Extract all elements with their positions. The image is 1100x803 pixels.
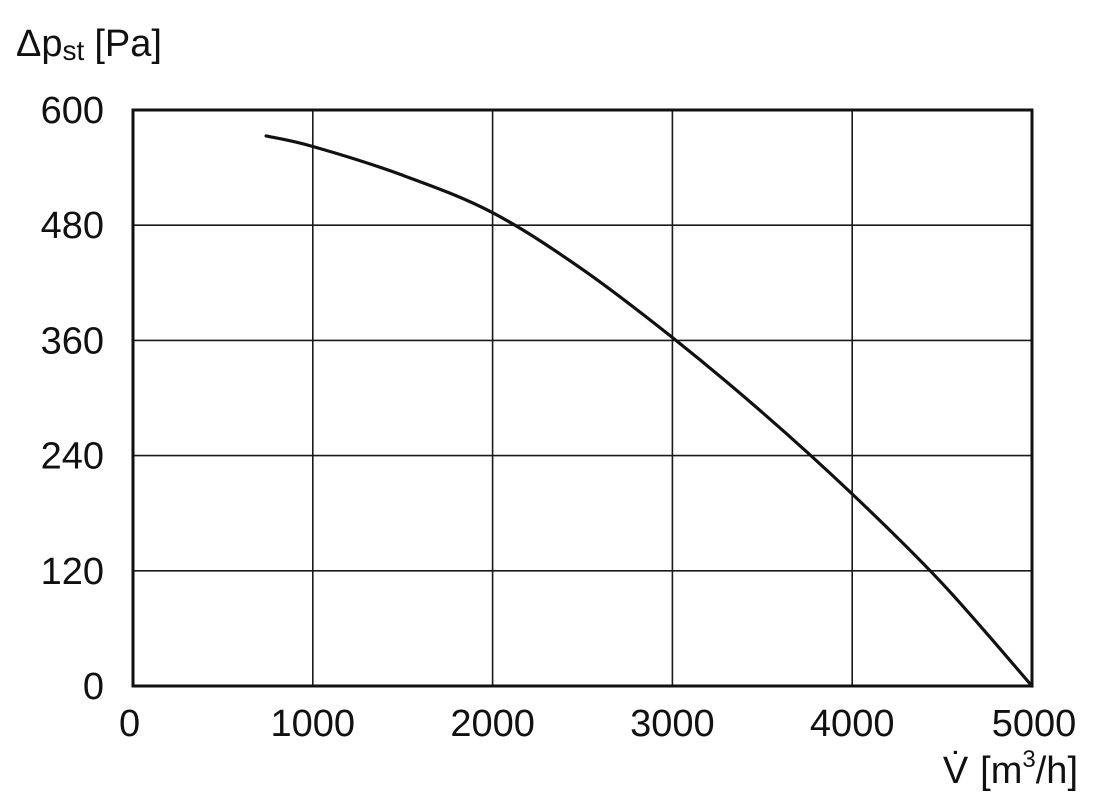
y-tick-label: 0 [83, 666, 104, 708]
y-axis-subscript: st [63, 35, 85, 66]
x-tick-labels: 0 1000 2000 3000 4000 5000 [119, 703, 1076, 745]
x-tick-label: 4000 [810, 703, 895, 745]
x-axis-unit-superscript: 3 [1022, 746, 1035, 773]
x-tick-label: 0 [119, 703, 140, 745]
x-axis-unit-suffix: /h] [1036, 750, 1078, 792]
x-tick-label: 5000 [992, 703, 1077, 745]
x-axis-symbol: V̇ [943, 749, 969, 792]
y-axis-symbol: Δp [16, 23, 63, 65]
y-tick-label: 360 [41, 320, 104, 362]
pressure-curve-series [264, 134, 1034, 688]
y-axis-unit: [Pa] [94, 23, 162, 65]
y-tick-label: 480 [41, 205, 104, 247]
x-axis-unit-prefix: [m [980, 750, 1022, 792]
y-tick-label: 240 [41, 436, 104, 478]
y-tick-label: 120 [41, 551, 104, 593]
x-tick-label: 2000 [450, 703, 535, 745]
x-tick-label: 1000 [271, 703, 356, 745]
y-tick-labels: 0 120 240 360 480 600 [41, 90, 104, 708]
grid-lines [133, 110, 1032, 686]
y-axis-label: Δpst [Pa] [16, 23, 162, 66]
x-tick-label: 3000 [630, 703, 715, 745]
plot-frame [131, 108, 1034, 688]
y-tick-label: 600 [41, 90, 104, 132]
x-axis-label: V̇ [m3/h] [943, 746, 1078, 792]
